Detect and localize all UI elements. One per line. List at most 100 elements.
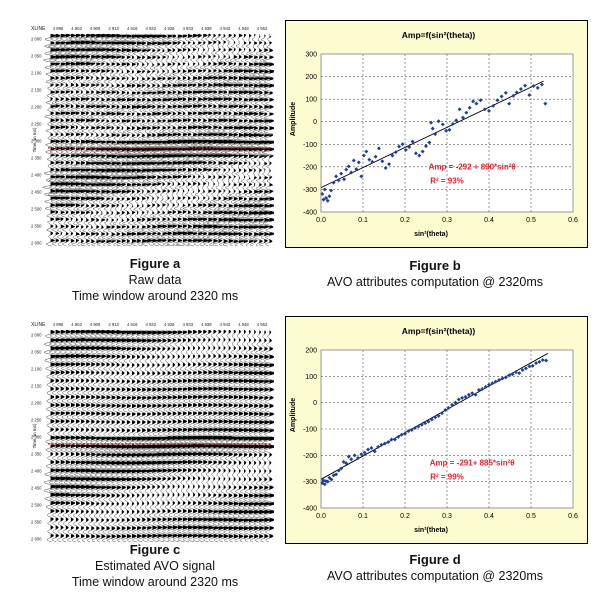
time-tick-label: 2 000: [31, 37, 42, 42]
data-point: [324, 196, 329, 200]
wiggle-fill: [162, 34, 172, 247]
figure-label-c: Figure c: [129, 542, 181, 557]
x-tick-label: 0.0: [316, 513, 326, 520]
x-tick-label: 0.1: [358, 217, 368, 224]
data-point: [373, 154, 378, 159]
data-point: [413, 425, 418, 430]
wiggle-trace: [138, 329, 157, 543]
time-tick-label: 2 150: [31, 384, 42, 389]
time-tick-label: 2 200: [31, 105, 42, 110]
trace-tick-label: 4 903: [71, 322, 82, 327]
wiggle-trace: [67, 33, 85, 247]
wiggle-fill: [101, 330, 109, 540]
caption-a-line2: Time window around 2320 ms: [71, 289, 239, 303]
wiggle-trace: [199, 329, 218, 543]
wiggle-fill: [121, 330, 130, 540]
wiggle-trace: [89, 329, 104, 543]
wiggle-trace: [137, 33, 157, 247]
data-point: [450, 402, 455, 407]
x-tick-label: 0.4: [484, 513, 494, 520]
wiggle-trace: [148, 329, 167, 543]
time-tick-label: 2 500: [31, 207, 42, 212]
data-point: [399, 432, 404, 437]
data-point: [517, 371, 522, 376]
avo-scatter-chart-d: Amp=f(sin²(theta)) 0.0 0.1 0.2 0.3 0.4 0.5 0.6 2…: [285, 316, 588, 544]
wiggle-fill: [193, 330, 202, 542]
wiggle-trace: [73, 329, 89, 543]
wiggle-fill: [223, 330, 233, 540]
time-tick-label: 2 550: [31, 224, 42, 229]
wiggle-trace: [173, 33, 193, 247]
wiggle-trace: [241, 329, 257, 543]
data-point: [527, 364, 532, 369]
data-point: [440, 122, 445, 127]
wiggle-fill: [249, 330, 257, 540]
wiggle-trace: [256, 33, 272, 247]
plot-area: [320, 53, 574, 213]
wiggle-trace: [173, 329, 193, 543]
x-tick-label: 0.5: [526, 513, 536, 520]
wiggle-fill: [157, 330, 166, 542]
wiggle-trace: [236, 329, 253, 543]
time-axis-label: Time (in ms): [32, 423, 37, 448]
wiggle-fill: [203, 330, 212, 542]
wiggle-trace: [78, 33, 96, 247]
wiggle-trace: [153, 329, 172, 543]
wiggle-trace: [63, 329, 79, 543]
data-point: [463, 394, 468, 399]
wiggle-fill: [198, 330, 207, 542]
data-point: [478, 98, 483, 103]
wiggle-fill: [254, 34, 262, 244]
wiggle-trace: [208, 33, 228, 247]
wiggle-trace: [68, 329, 84, 543]
wiggle-fill: [137, 330, 146, 539]
trace-tick-label: 4 933: [183, 322, 194, 327]
data-point: [457, 107, 462, 112]
wiggle-trace: [189, 33, 209, 247]
wiggle-trace: [72, 33, 89, 247]
wiggle-fill: [269, 330, 274, 539]
y-tick-label: 300: [305, 52, 317, 59]
time-tick-label: 2 100: [31, 71, 42, 76]
r-squared-label: R² = 93%: [430, 177, 464, 186]
time-tick-label: 2 250: [31, 418, 42, 423]
data-point: [429, 120, 434, 125]
time-tick-label: 2 450: [31, 486, 42, 491]
trace-tick-label: 4 938: [201, 26, 212, 31]
trace-tick-label: 4 943: [220, 26, 231, 31]
caption-c-line2: Time window around 2320 ms: [71, 575, 239, 589]
time-tick-label: 2 250: [31, 122, 42, 127]
wiggle-trace: [104, 33, 120, 247]
caption-figure-c: Figure c Estimated AVO signal Time windo…: [60, 542, 250, 590]
wiggle-fill: [132, 34, 140, 244]
wiggle-trace: [41, 33, 60, 247]
wiggle-trace: [53, 33, 69, 247]
wiggle-trace: [113, 33, 131, 247]
chart-title: Amp=f(sin²(theta)): [402, 30, 476, 40]
y-tick-label: 200: [305, 74, 317, 81]
time-tick-label: 2 350: [31, 156, 42, 161]
y-tick-label: -200: [303, 453, 317, 460]
time-tick-label: 2 450: [31, 190, 42, 195]
caption-a-line1: Raw data: [128, 273, 182, 287]
data-point: [527, 93, 532, 98]
wiggle-fill: [111, 34, 120, 244]
data-point: [403, 147, 408, 152]
y-axis-label: Amplitude: [290, 102, 297, 136]
data-point: [491, 103, 496, 108]
data-point: [386, 440, 391, 445]
wiggle-trace: [198, 33, 219, 247]
wiggle-trace: [163, 329, 182, 543]
wiggle-traces: [43, 329, 274, 543]
wiggle-trace: [53, 329, 68, 543]
caption-figure-a: Figure a Raw data Time window around 232…: [60, 256, 250, 304]
trace-tick-label: 4 913: [108, 322, 119, 327]
data-point: [436, 413, 441, 418]
trace-tick-label: 4 948: [238, 26, 249, 31]
avo-plot-panel-b: Amp=f(sin²(theta)) 0.0 0.1 0.2 0.3 0.4 0.5 0.6 3…: [285, 20, 588, 248]
wiggle-fill: [126, 34, 135, 244]
wiggle-trace: [128, 329, 146, 543]
time-tick-label: 2 300: [31, 139, 42, 144]
x-tick-label: 0.3: [442, 217, 452, 224]
wiggle-trace: [43, 329, 58, 543]
